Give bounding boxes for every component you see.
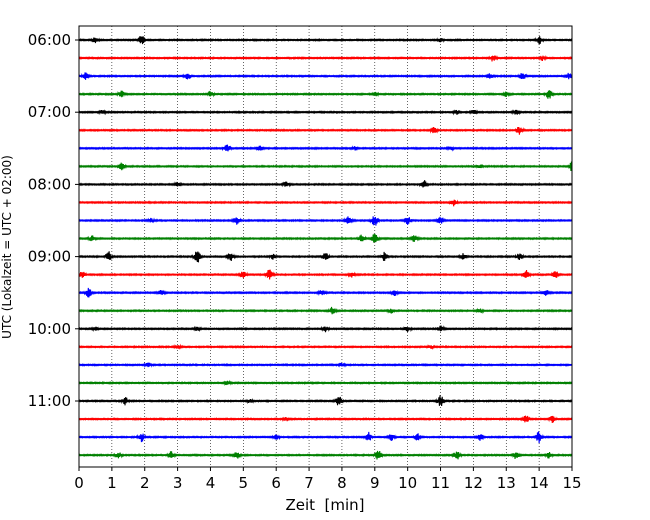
- x-tick-label: 2: [140, 474, 150, 492]
- x-tick-label: 14: [530, 474, 549, 492]
- y-tick-label: 06:00: [28, 31, 71, 49]
- x-tick-label: 1: [107, 474, 117, 492]
- x-axis-label: Zeit [min]: [285, 496, 364, 514]
- y-axis-ticks: 06:00 07:00 08:00 09:00 10:00 11:00: [28, 31, 79, 410]
- x-tick-label: 12: [464, 474, 483, 492]
- x-tick-label: 9: [370, 474, 380, 492]
- x-tick-label: 5: [239, 474, 249, 492]
- x-tick-label: 15: [562, 474, 581, 492]
- x-tick-label: 4: [206, 474, 216, 492]
- x-tick-label: 8: [337, 474, 347, 492]
- y-tick-label: 09:00: [28, 248, 71, 266]
- x-tick-label: 10: [398, 474, 417, 492]
- y-tick-label: 07:00: [28, 103, 71, 121]
- y-tick-label: 08:00: [28, 175, 71, 193]
- x-tick-label: 6: [271, 474, 281, 492]
- y-tick-label: 11:00: [28, 392, 71, 410]
- x-tick-label: 3: [173, 474, 183, 492]
- plot-frame: [78, 25, 573, 468]
- x-tick-label: 13: [497, 474, 516, 492]
- plot-background: [79, 26, 572, 467]
- x-tick-label: 0: [74, 474, 84, 492]
- y-axis-label: UTC (Lokalzeit = UTC + 02:00): [0, 155, 14, 339]
- x-tick-label: 7: [304, 474, 314, 492]
- trace-group: [78, 36, 573, 460]
- x-tick-label: 11: [431, 474, 450, 492]
- y-tick-label: 10:00: [28, 320, 71, 338]
- x-axis-ticks: 0 1 2 3 4 5 6 7 8 9 10 11 12 13 14 15: [74, 467, 582, 492]
